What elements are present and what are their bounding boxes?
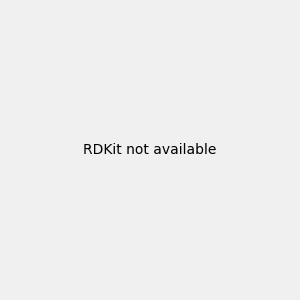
Text: RDKit not available: RDKit not available <box>83 143 217 157</box>
